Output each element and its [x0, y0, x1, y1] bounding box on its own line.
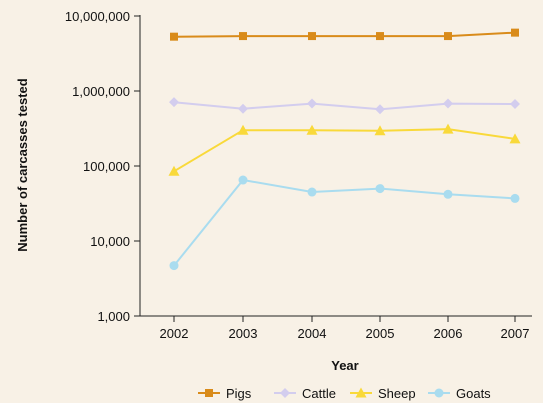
- x-tick-label: 2005: [366, 326, 395, 341]
- cattle-point: [443, 98, 453, 109]
- series-sheep: [168, 123, 521, 176]
- cattle-point: [238, 103, 248, 114]
- x-tick-label: 2006: [434, 326, 463, 341]
- axes: [139, 15, 532, 317]
- pigs-point: [170, 32, 178, 41]
- series-goats: [169, 175, 520, 271]
- cattle-point: [169, 97, 179, 108]
- legend-label: Goats: [456, 386, 491, 401]
- legend-label: Sheep: [378, 386, 416, 401]
- series-pigs: [170, 28, 519, 41]
- sheep-point: [237, 124, 249, 135]
- legend-swatch-marker: [355, 387, 367, 398]
- y-tick-label: 1,000: [97, 309, 130, 324]
- x-tick-label: 2003: [229, 326, 258, 341]
- x-tick-label: 2004: [298, 326, 327, 341]
- series-line-sheep: [173, 128, 516, 173]
- pigs-point: [511, 28, 519, 37]
- sheep-point: [442, 123, 454, 134]
- pigs-point: [239, 32, 247, 41]
- x-ticks: 2002 2003 2004 2005 2006 2007: [160, 316, 530, 341]
- legend: Pigs Cattle Sheep Goats: [198, 386, 491, 401]
- y-tick-label: 1,000,000: [72, 84, 130, 99]
- sheep-point: [168, 165, 180, 176]
- series-layer: [168, 28, 521, 271]
- sheep-point: [306, 124, 318, 135]
- legend-label: Pigs: [226, 386, 252, 401]
- pigs-point: [444, 32, 452, 41]
- y-ticks: 1,000 10,000 100,000 1,000,000 10,000,000: [65, 9, 140, 324]
- cattle-point: [307, 98, 317, 109]
- y-tick-label: 10,000,000: [65, 9, 130, 24]
- legend-item-pigs: Pigs: [198, 386, 252, 401]
- x-axis-title: Year: [331, 358, 358, 373]
- legend-swatch-marker: [280, 388, 290, 398]
- pigs-point: [376, 32, 384, 41]
- legend-item-cattle: Cattle: [274, 386, 336, 401]
- legend-swatch-marker: [434, 388, 444, 398]
- legend-item-goats: Goats: [428, 386, 491, 401]
- goats-point: [169, 261, 179, 271]
- series-cattle: [169, 97, 520, 115]
- legend-swatch-marker: [205, 389, 213, 397]
- pigs-point: [308, 32, 316, 41]
- series-line-goats: [173, 178, 516, 267]
- sheep-point: [509, 133, 521, 144]
- series-line-pigs: [173, 31, 516, 38]
- legend-label: Cattle: [302, 386, 336, 401]
- goats-point: [510, 193, 520, 203]
- y-tick-label: 100,000: [83, 159, 130, 174]
- series-line-cattle: [173, 101, 516, 111]
- goats-point: [443, 189, 453, 199]
- cattle-point: [510, 99, 520, 110]
- y-axis-title: Number of carcasses tested: [15, 78, 30, 251]
- legend-item-sheep: Sheep: [350, 386, 416, 401]
- y-tick-label: 10,000: [90, 234, 130, 249]
- goats-point: [307, 187, 317, 197]
- x-tick-label: 2002: [160, 326, 189, 341]
- goats-point: [238, 175, 248, 185]
- cattle-point: [375, 104, 385, 115]
- goats-point: [375, 184, 385, 194]
- sheep-point: [374, 125, 386, 136]
- x-tick-label: 2007: [501, 326, 530, 341]
